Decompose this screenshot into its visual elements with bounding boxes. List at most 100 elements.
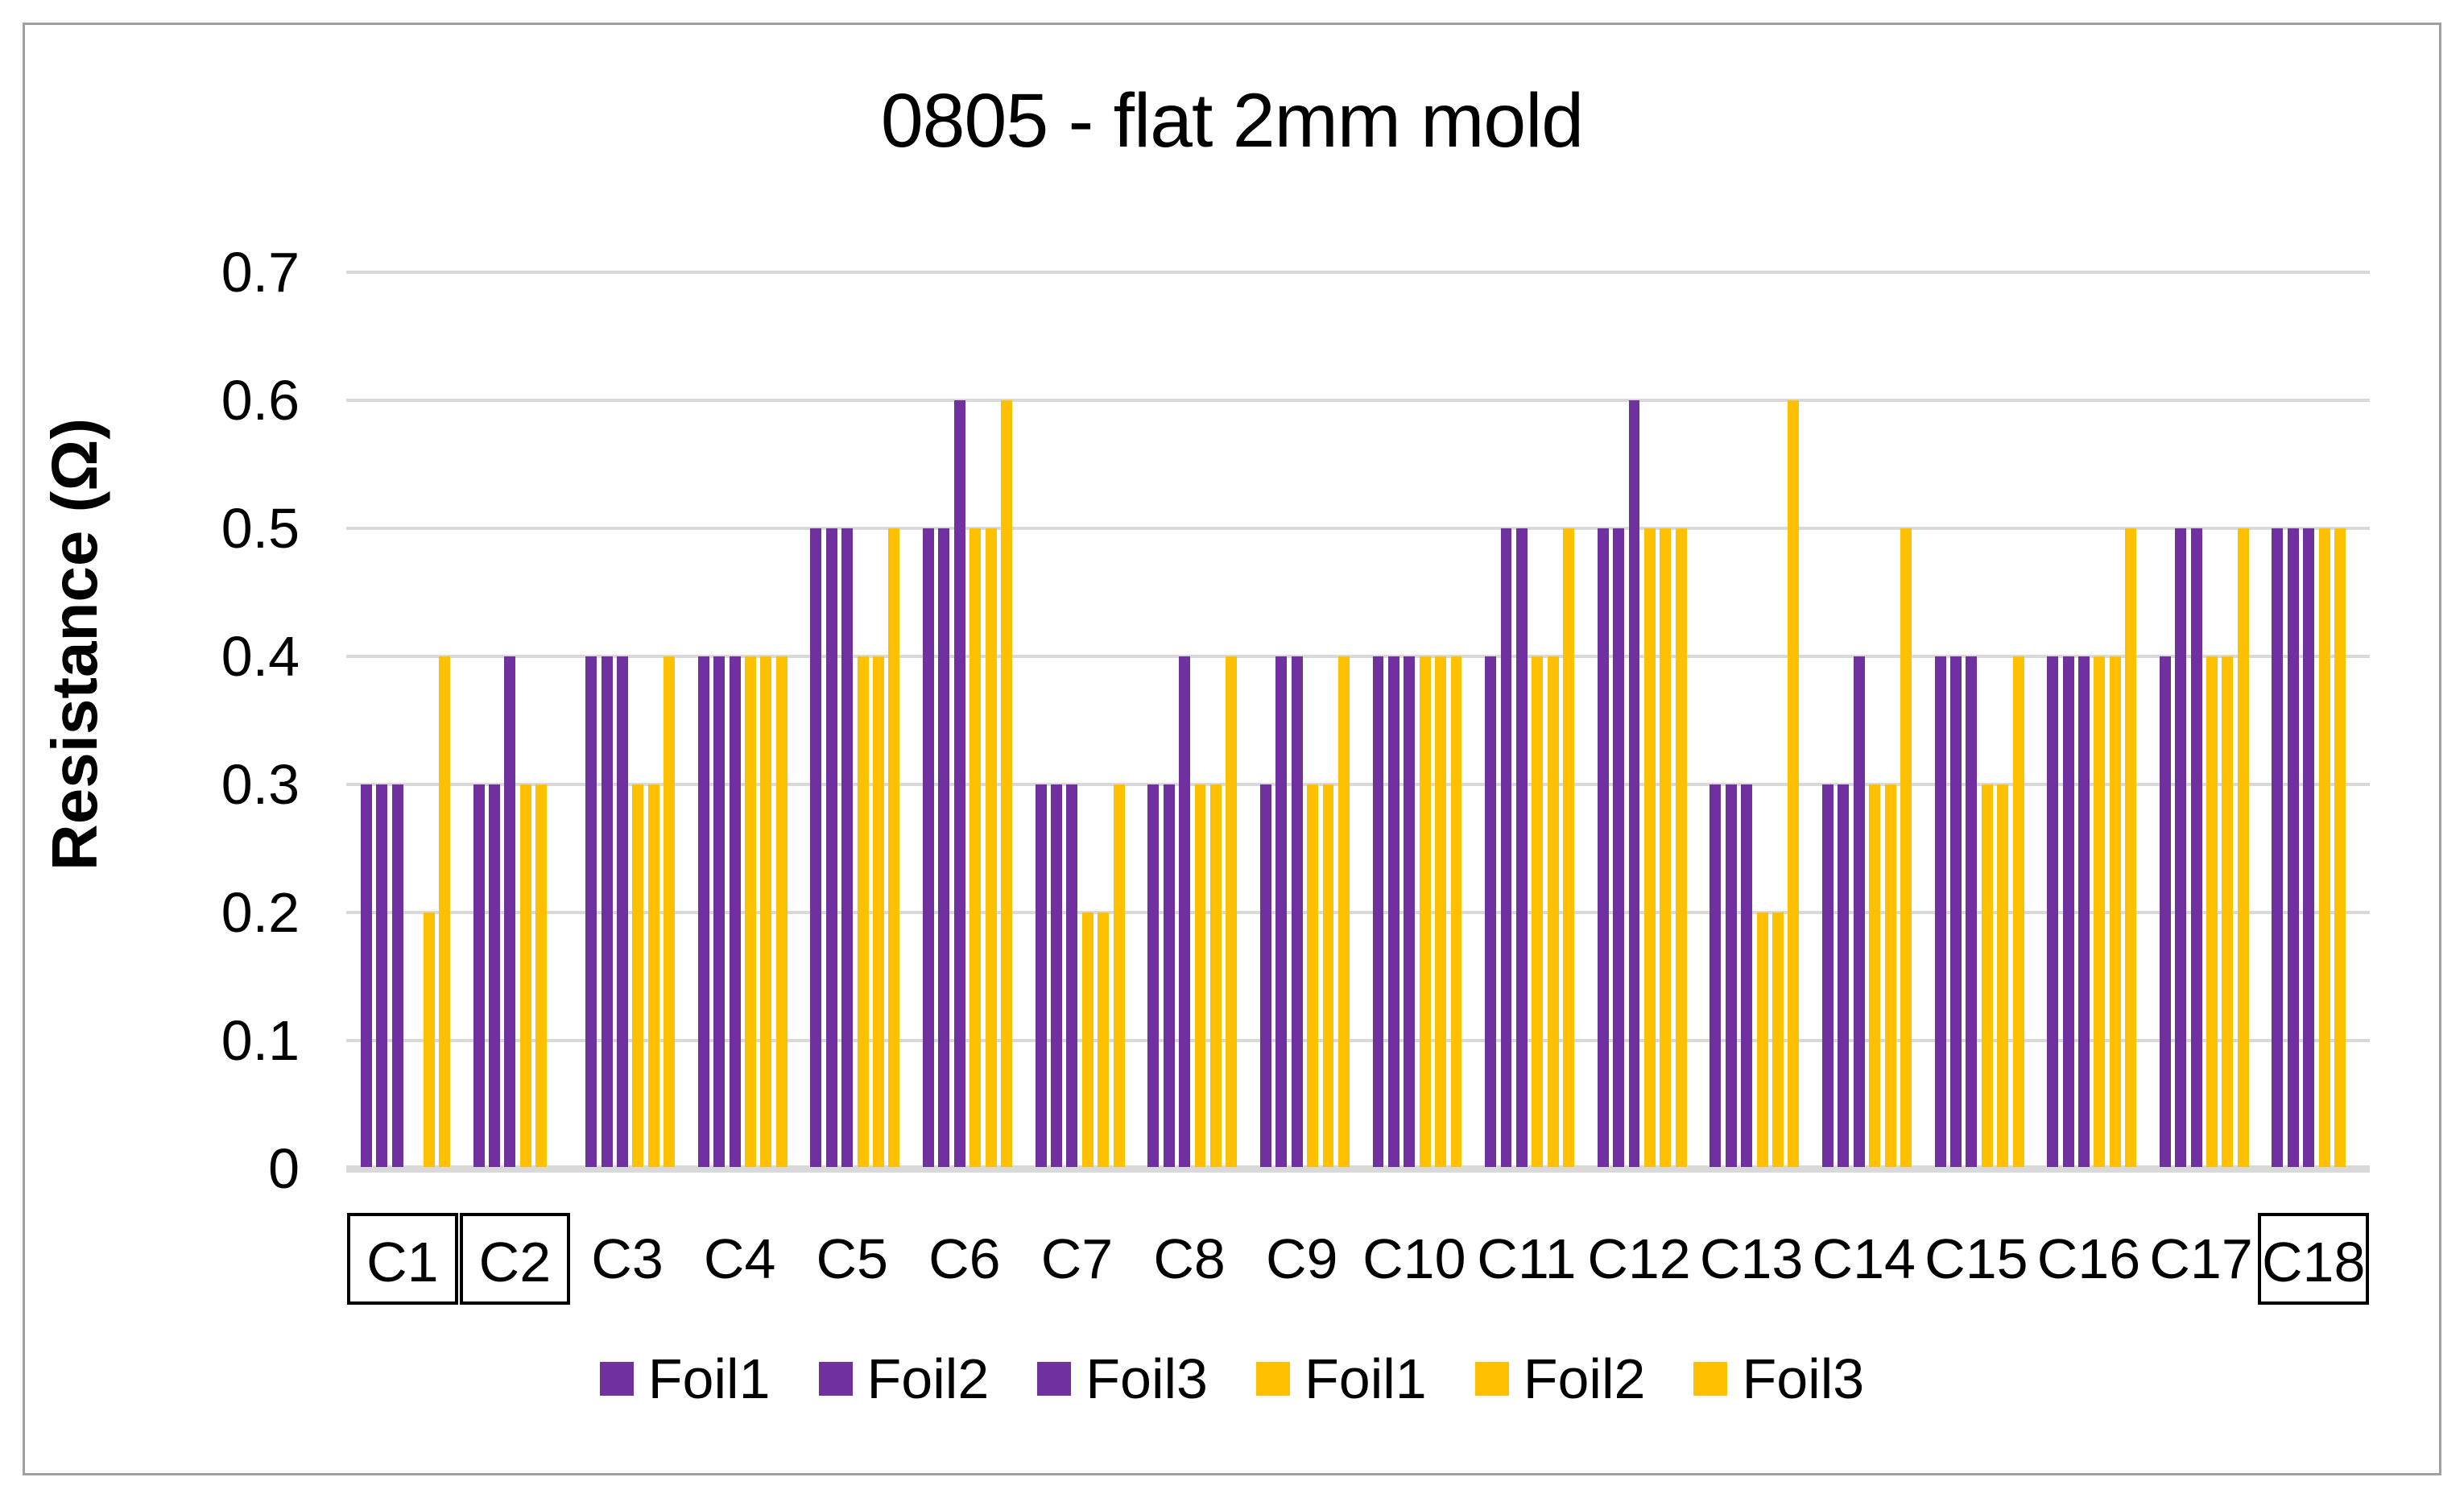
legend-label: Foil1 (647, 1347, 771, 1410)
bar-c17-gold-foil3 (2237, 528, 2249, 1167)
bar-c6-purple-foil2 (938, 528, 950, 1167)
bar-c15-gold-foil3 (2012, 656, 2024, 1167)
bar-c16-purple-foil1 (2047, 656, 2059, 1167)
legend-swatch-icon (1037, 1362, 1072, 1396)
x-category-label-c10: C10 (1362, 1227, 1466, 1290)
chart-title: 0805 - flat 2mm mold (880, 78, 1584, 163)
bar-c4-gold-foil2 (760, 656, 772, 1167)
gridline (346, 911, 2370, 914)
y-tick-label: 0.5 (221, 497, 300, 560)
bar-c13-purple-foil2 (1725, 784, 1737, 1167)
figure-border (23, 23, 2441, 1475)
x-category-label-c7: C7 (1040, 1227, 1114, 1290)
bar-c9-gold-foil3 (1337, 656, 1350, 1167)
bar-c18-gold-foil2 (2334, 528, 2346, 1167)
x-category-label-c5: C5 (816, 1227, 888, 1290)
bar-c8-gold-foil1 (1194, 784, 1206, 1167)
legend-label: Foil2 (1523, 1347, 1646, 1410)
bar-c11-gold-foil3 (1563, 528, 1575, 1167)
bar-c2-purple-foil3 (504, 656, 516, 1167)
bar-c11-gold-foil2 (1547, 656, 1559, 1167)
bar-c8-purple-foil1 (1147, 784, 1160, 1167)
bar-c7-purple-foil3 (1066, 784, 1078, 1167)
legend-entry-gold-foil3: Foil3 (1693, 1351, 1864, 1407)
bar-c11-purple-foil2 (1500, 528, 1512, 1167)
bar-c16-gold-foil3 (2125, 528, 2137, 1167)
x-category-label-c12: C12 (1587, 1227, 1691, 1290)
y-tick-label: 0.1 (221, 1009, 300, 1072)
bar-c3-purple-foil1 (585, 656, 597, 1167)
bar-c5-gold-foil3 (888, 528, 900, 1167)
bar-c14-gold-foil1 (1869, 784, 1881, 1167)
y-tick-label: 0.3 (221, 753, 300, 816)
bar-c4-purple-foil2 (713, 656, 726, 1167)
bar-c1-purple-foil2 (376, 784, 388, 1167)
x-category-label-c11: C11 (1477, 1227, 1577, 1290)
x-category-label-c2: C2 (459, 1213, 571, 1305)
bar-c12-purple-foil3 (1628, 400, 1640, 1167)
bar-c1-purple-foil3 (391, 784, 403, 1167)
bar-c5-purple-foil1 (810, 528, 822, 1167)
x-category-label-c3: C3 (591, 1227, 664, 1290)
bar-c2-gold-foil1 (519, 784, 531, 1167)
bar-c7-gold-foil1 (1081, 912, 1094, 1167)
bar-c6-gold-foil3 (1001, 400, 1013, 1167)
bar-c13-purple-foil1 (1710, 784, 1722, 1167)
bar-c18-gold-foil1 (2318, 528, 2330, 1167)
bar-c5-gold-foil1 (857, 656, 869, 1167)
bar-c16-gold-foil1 (2094, 656, 2106, 1167)
bar-c2-gold-foil2 (535, 784, 548, 1167)
bar-c8-gold-foil3 (1226, 656, 1238, 1167)
bar-c17-purple-foil1 (2159, 656, 2171, 1167)
legend-label: Foil3 (1085, 1347, 1208, 1410)
bar-c5-purple-foil2 (825, 528, 837, 1167)
x-category-label-c6: C6 (928, 1227, 1001, 1290)
gridline (346, 655, 2370, 658)
bar-c11-gold-foil1 (1532, 656, 1544, 1167)
bar-c10-purple-foil1 (1372, 656, 1384, 1167)
bar-c3-gold-foil1 (632, 784, 644, 1167)
bar-c6-purple-foil3 (953, 400, 965, 1167)
bar-c11-purple-foil3 (1515, 528, 1528, 1167)
x-category-label-c18: C18 (2258, 1213, 2369, 1305)
bar-c13-gold-foil2 (1772, 912, 1784, 1167)
bar-c2-purple-foil1 (473, 784, 485, 1167)
gridline (346, 783, 2370, 786)
bar-c16-purple-foil3 (2077, 656, 2090, 1167)
bar-c1-purple-foil1 (361, 784, 372, 1167)
bar-c5-gold-foil2 (873, 656, 885, 1167)
legend-swatch-icon (1474, 1362, 1509, 1396)
bar-c9-purple-foil3 (1291, 656, 1303, 1167)
bar-c3-purple-foil2 (601, 656, 613, 1167)
legend-swatch-icon (1693, 1362, 1728, 1396)
y-tick-label: 0 (268, 1137, 300, 1200)
bar-c5-purple-foil3 (841, 528, 854, 1167)
bar-c14-purple-foil2 (1838, 784, 1850, 1167)
bar-c17-purple-foil2 (2175, 528, 2187, 1167)
bar-c6-gold-foil2 (985, 528, 997, 1167)
bar-c18-purple-foil2 (2287, 528, 2299, 1167)
legend-swatch-icon (1256, 1362, 1290, 1396)
x-category-label-c16: C16 (2036, 1227, 2141, 1290)
bar-c10-gold-foil2 (1435, 656, 1447, 1167)
bar-c12-gold-foil2 (1660, 528, 1672, 1167)
gridline (346, 527, 2370, 530)
legend-label: Foil3 (1742, 1347, 1865, 1410)
y-tick-label: 0.4 (221, 625, 300, 688)
bar-c18-purple-foil1 (2272, 528, 2284, 1167)
bar-c13-gold-foil3 (1788, 400, 1800, 1167)
bar-c7-gold-foil3 (1113, 784, 1125, 1167)
legend-label: Foil1 (1304, 1347, 1427, 1410)
x-category-label-c8: C8 (1153, 1227, 1226, 1290)
bar-c4-gold-foil3 (775, 656, 788, 1167)
legend-entry-purple-foil1: Foil1 (599, 1347, 771, 1410)
legend-swatch-icon (599, 1362, 634, 1396)
bar-c15-gold-foil2 (1997, 784, 2009, 1167)
bar-c3-purple-foil3 (617, 656, 628, 1167)
bar-c7-purple-foil1 (1035, 784, 1047, 1167)
gridline (346, 271, 2370, 274)
bar-c17-gold-foil2 (2222, 656, 2234, 1167)
bar-c12-gold-foil1 (1643, 528, 1656, 1167)
bar-c14-purple-foil1 (1821, 784, 1834, 1167)
bar-c17-purple-foil3 (2190, 528, 2202, 1167)
